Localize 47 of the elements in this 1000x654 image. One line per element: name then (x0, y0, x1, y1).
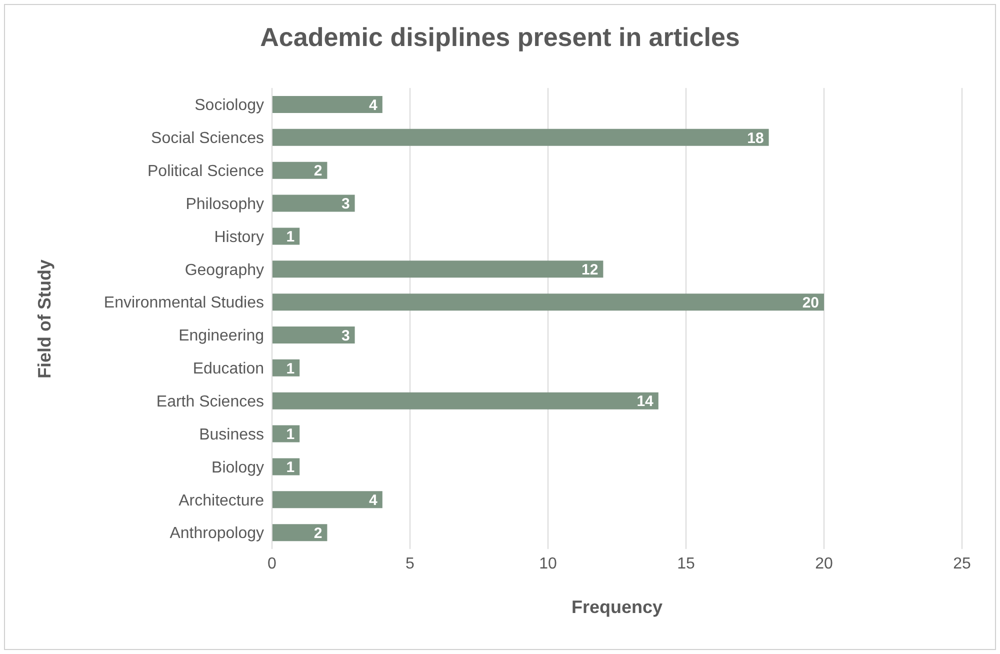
data-label: 4 (369, 492, 378, 509)
bar (272, 162, 328, 179)
data-label: 3 (341, 196, 350, 213)
data-label: 12 (582, 261, 598, 278)
x-tick-label: 5 (406, 555, 415, 572)
x-tick-label: 20 (815, 555, 833, 572)
data-label: 14 (636, 393, 654, 410)
bar (272, 294, 824, 311)
bar (272, 392, 658, 410)
data-label: 2 (314, 162, 322, 180)
bar (272, 524, 328, 542)
y-tick-label: Engineering (178, 328, 264, 345)
y-tick-label: Sociology (194, 97, 264, 114)
bar (272, 260, 604, 278)
data-label: 1 (286, 228, 295, 246)
x-tick-label: 15 (677, 555, 695, 572)
y-tick-label: Philosophy (186, 196, 264, 213)
data-label: 20 (802, 294, 819, 312)
y-tick-label: Architecture (178, 492, 264, 510)
data-label: 2 (314, 524, 322, 542)
y-tick-label: Biology (212, 459, 264, 476)
data-label: 3 (341, 327, 350, 344)
data-label: 4 (369, 96, 378, 114)
chart-title: Academic disiplines present in articles (259, 22, 741, 53)
bar (272, 326, 355, 344)
data-label: 18 (747, 130, 764, 147)
data-label: 1 (286, 360, 295, 378)
bar (272, 128, 769, 146)
y-tick-label: Earth Sciences (156, 394, 264, 410)
y-tick-label: Education (192, 360, 264, 378)
y-tick-label: Social Sciences (151, 130, 264, 148)
y-tick-label: Business (199, 426, 264, 444)
bar (272, 194, 355, 212)
x-tick-label: 25 (953, 555, 971, 572)
y-tick-label: Political Science (148, 163, 264, 180)
x-tick-label: 0 (268, 555, 277, 572)
x-axis-title: Frequency (570, 597, 664, 618)
y-tick-label: Anthropology (170, 525, 264, 542)
y-tick-label: Geography (184, 262, 264, 279)
y-tick-label: Environmental Studies (104, 294, 264, 312)
bar (272, 96, 382, 113)
data-label: 1 (286, 426, 295, 444)
x-tick-label: 10 (539, 555, 557, 572)
y-axis-title: Field of Study (34, 260, 56, 378)
y-tick-label: History (214, 228, 264, 246)
data-label: 1 (286, 459, 295, 476)
bar (272, 491, 382, 508)
